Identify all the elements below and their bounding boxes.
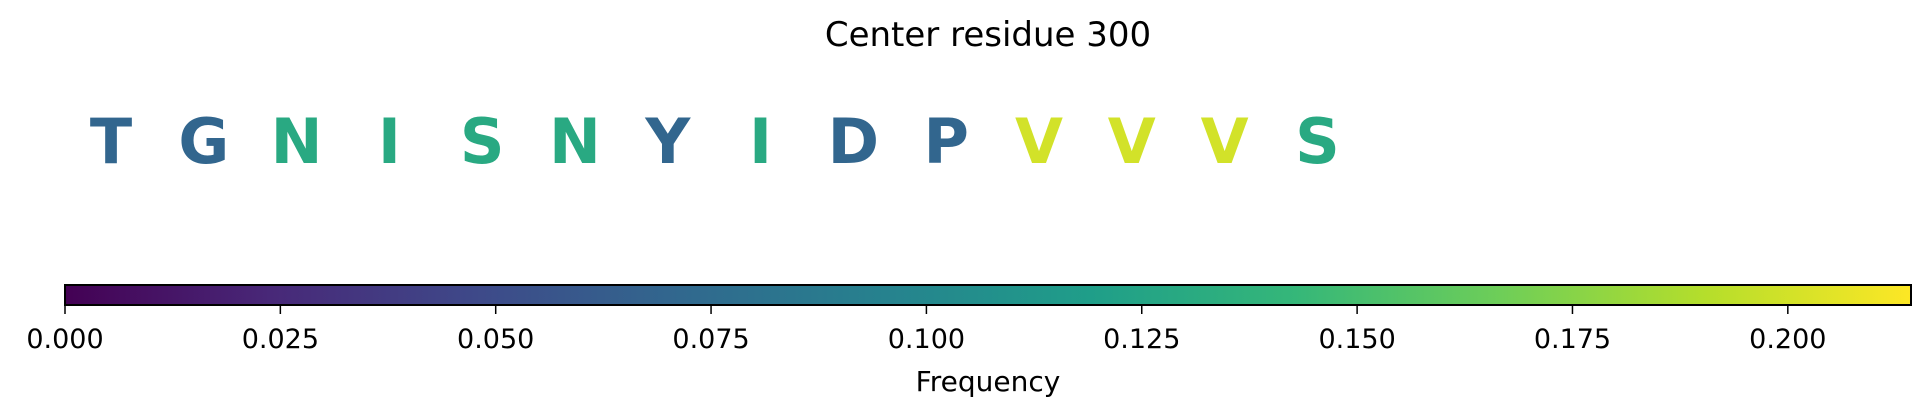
colorbar-tick-label: 0.050 (457, 324, 534, 355)
colorbar-axis: 0.000 0.025 0.050 0.075 0.100 0.125 0.150 0.175… (26, 305, 1826, 355)
residue-letter: T (90, 105, 132, 178)
residue-letter: I (749, 105, 772, 178)
colorbar-tick-label: 0.175 (1534, 324, 1611, 355)
chart-title: Center residue 300 (825, 15, 1151, 55)
residue-letter: Y (644, 105, 691, 178)
residue-letter: N (271, 105, 323, 178)
colorbar-tick-label: 0.125 (1103, 324, 1180, 355)
residue-letter: P (923, 105, 968, 178)
residue-letter: D (828, 105, 879, 178)
colorbar (64, 284, 1912, 306)
residue-letter: V (1108, 105, 1156, 178)
residue-letter: V (1201, 105, 1249, 178)
residue-letter: S (1295, 105, 1340, 178)
residue-letter: I (378, 105, 401, 178)
colorbar-tick-label: 0.025 (242, 324, 319, 355)
residue-letter: S (460, 105, 505, 178)
colorbar-tick-label: 0.100 (888, 324, 965, 355)
colorbar-tick-label: 0.075 (672, 324, 749, 355)
residue-letter: V (1015, 105, 1063, 178)
colorbar-tick-label: 0.200 (1749, 324, 1826, 355)
colorbar-label: Frequency (916, 365, 1061, 398)
residue-letter: N (549, 105, 601, 178)
residue-letter: G (178, 105, 229, 178)
colorbar-tick-label: 0.000 (26, 324, 103, 355)
colorbar-tick-label: 0.150 (1318, 324, 1395, 355)
